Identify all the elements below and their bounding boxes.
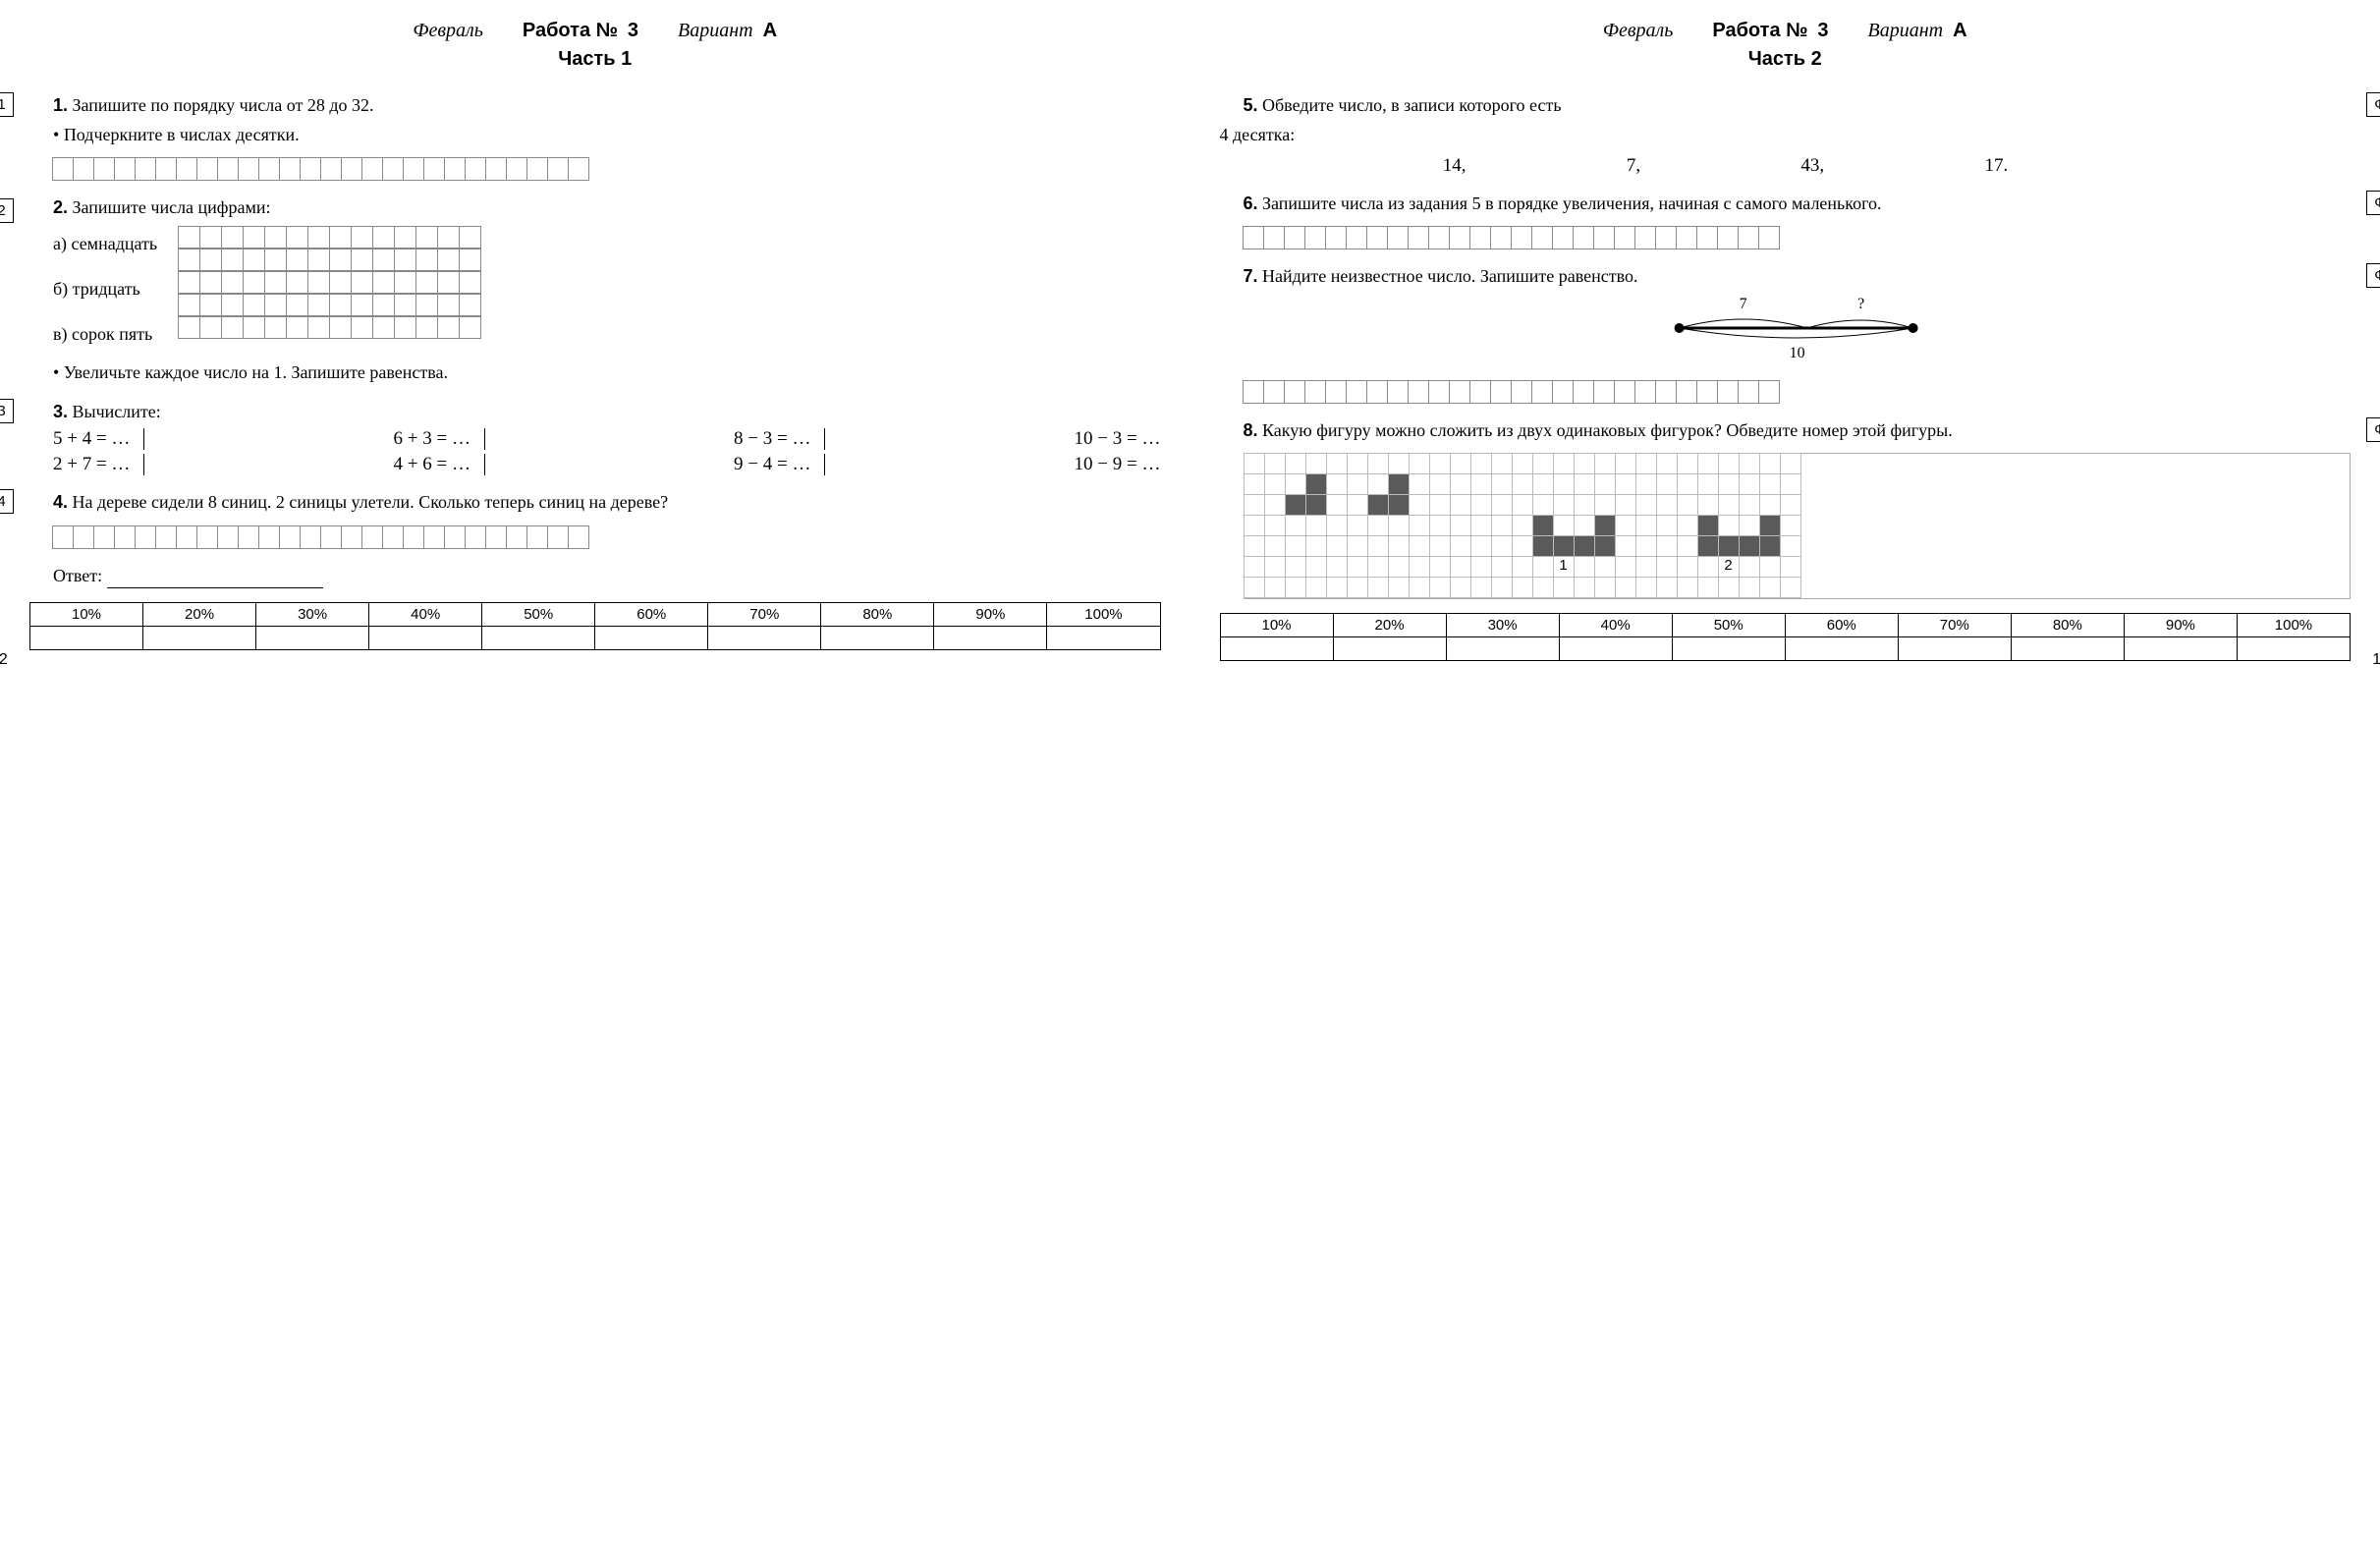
month-r: Февраль [1603, 20, 1673, 42]
phi-4: Ф4 [0, 489, 14, 514]
phi-3: Ф3 [0, 399, 14, 423]
right-page: Февраль Работа № 3 Вариант A Часть 2 Ф5 … [1220, 20, 2352, 661]
variant-letter: A [763, 20, 777, 41]
t3-text: Вычислите: [73, 402, 161, 421]
t5-text-b: 4 десятка: [1220, 125, 1296, 144]
t3-num: 3. [53, 402, 68, 421]
t1-grid [53, 157, 1161, 181]
work-label: Работа № [523, 20, 618, 41]
month: Февраль [413, 20, 482, 42]
phi-7: Ф7 [2366, 263, 2380, 288]
t2-num: 2. [53, 197, 68, 217]
task-3: Ф3 3. Вычислите: 5 + 4 = …6 + 3 = …8 − 3… [29, 399, 1161, 475]
t2-labels: а) семнадцать б) тридцать в) сорок пять [53, 226, 167, 352]
t2-text: Запишите числа цифрами: [73, 197, 271, 217]
t8-text: Какую фигуру можно сложить из двух одина… [1262, 420, 1953, 440]
t1-num: 1. [53, 95, 68, 115]
t1-text: Запишите по порядку числа от 28 до 32. [73, 95, 374, 115]
phi-5: Ф5 [2366, 92, 2380, 117]
t6-grid [1244, 226, 2352, 249]
svg-text:10: 10 [1789, 345, 1804, 361]
right-page-num: 13 [2372, 651, 2380, 669]
phi-1: Ф1 [0, 92, 14, 117]
t5-text-a: Обведите число, в записи которого есть [1262, 95, 1562, 115]
phi-8: Ф8 [2366, 417, 2380, 442]
t6-num: 6. [1244, 194, 1258, 213]
t5-numbers: 14,7,43,17. [1283, 155, 2169, 177]
task-2: Ф2 2. Запишите числа цифрами: а) семнадц… [29, 194, 1161, 385]
t4-text: На дереве сидели 8 синиц. 2 синицы улете… [73, 492, 669, 512]
task-8: Ф8 8. Какую фигуру можно сложить из двух… [1220, 417, 2352, 599]
left-page: Февраль Работа № 3 Вариант A Часть 1 Ф1 … [29, 20, 1161, 661]
t7-text: Найдите неизвестное число. Запишите раве… [1262, 266, 1637, 286]
t4-num: 4. [53, 492, 68, 512]
work-num: 3 [628, 20, 638, 41]
variant-label: Вариант [678, 20, 753, 41]
phi-2: Ф2 [0, 198, 14, 223]
phi-6: Ф6 [2366, 191, 2380, 215]
shape-grid: 12 [1244, 453, 2352, 599]
t6-text: Запишите числа из задания 5 в порядке ув… [1262, 194, 1882, 213]
svg-text:7: 7 [1739, 296, 1746, 312]
t7-num: 7. [1244, 266, 1258, 286]
left-pct-table: 10%20%30%40%50%60%70%80%90%100% [29, 602, 1161, 650]
t1-sub: Подчеркните в числах десятки. [64, 125, 300, 144]
left-part: Часть 1 [29, 48, 1161, 71]
left-header: Февраль Работа № 3 Вариант A [29, 20, 1161, 42]
segment-diagram: 7 ? 10 [1410, 295, 2185, 368]
right-pct-table: 10%20%30%40%50%60%70%80%90%100% [1220, 613, 2352, 661]
task-5: Ф5 5. Обведите число, в записи которого … [1220, 92, 2352, 177]
task-1: Ф1 1. Запишите по порядку числа от 28 до… [29, 92, 1161, 181]
t8-num: 8. [1244, 420, 1258, 440]
svg-text:?: ? [1857, 296, 1864, 312]
task-6: Ф6 6. Запишите числа из задания 5 в поря… [1220, 191, 2352, 249]
t2-item-a: а) семнадцать [53, 226, 157, 261]
t2-grid [179, 226, 481, 352]
t4-answer-label: Ответ: [53, 566, 102, 585]
t4-answer-line [107, 587, 323, 588]
t2-sub: Увеличьте каждое число на 1. Запишите ра… [64, 362, 448, 382]
left-page-num: 12 [0, 651, 8, 669]
t3-calc: 5 + 4 = …6 + 3 = …8 − 3 = …10 − 3 = …2 +… [53, 428, 1161, 475]
t4-grid [53, 525, 1161, 549]
right-header: Февраль Работа № 3 Вариант A [1220, 20, 2352, 42]
task-4: Ф4 4. На дереве сидели 8 синиц. 2 синицы… [29, 489, 1161, 587]
t5-num: 5. [1244, 95, 1258, 115]
task-7: Ф7 7. Найдите неизвестное число. Запишит… [1220, 263, 2352, 404]
t2-item-b: б) тридцать [53, 271, 157, 306]
t2-item-c: в) сорок пять [53, 316, 157, 352]
t7-grid [1244, 380, 2352, 404]
right-part: Часть 2 [1220, 48, 2352, 71]
